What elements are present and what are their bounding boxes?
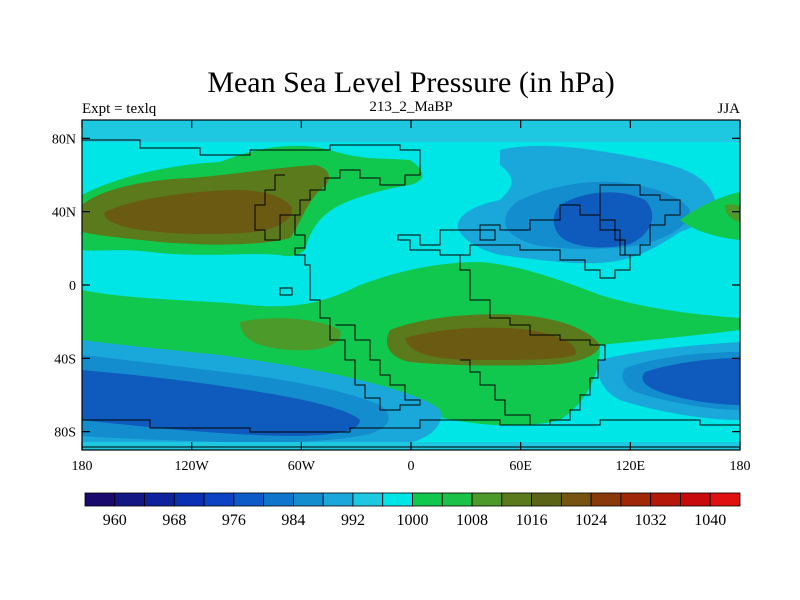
colorbar-swatch: [620, 492, 652, 507]
colorbar-label: 992: [341, 512, 365, 529]
x-tick-label: 60E: [509, 459, 532, 474]
colorbar-label: 976: [222, 512, 246, 529]
colorbar-swatch: [352, 492, 384, 507]
subtitle-left: Expt = texlq: [82, 101, 157, 117]
x-tick-label: 180: [730, 459, 751, 474]
colorbar-label: 1032: [635, 512, 667, 529]
x-tick-label: 180: [72, 459, 93, 474]
colorbar-swatch: [590, 492, 622, 507]
colorbar-swatch: [84, 492, 116, 507]
y-axis: 80N 40N 0 40S 80S: [52, 132, 740, 441]
y-tick-label: 40S: [54, 352, 76, 367]
colorbar-label: 960: [103, 512, 127, 529]
colorbar-swatch: [709, 492, 741, 507]
colorbar-label: 968: [162, 512, 186, 529]
y-tick-label: 80N: [52, 132, 76, 147]
colorbar-label: 1040: [694, 512, 726, 529]
colorbar-swatch: [680, 492, 711, 507]
colorbar-label: 1000: [397, 512, 429, 529]
colorbar-swatch: [173, 492, 205, 507]
subtitle-center: 213_2_MaBP: [369, 99, 452, 115]
colorbar-swatch: [293, 492, 324, 507]
y-tick-label: 80S: [54, 426, 76, 441]
colorbar-label: 1024: [575, 512, 607, 529]
x-tick-label: 0: [408, 459, 415, 474]
colorbar-label: 984: [281, 512, 305, 529]
colorbar: 960 968 976 984 992 1000 1008 1016 1024 1032 1040: [84, 492, 741, 529]
colorbar-swatch: [233, 492, 265, 507]
colorbar-label: 1008: [456, 512, 488, 529]
colorbar-swatch: [382, 492, 413, 507]
region-southern-continent-mid: [240, 318, 341, 351]
y-tick-label: 40N: [52, 206, 76, 221]
pressure-field: [82, 120, 740, 450]
region-pacific-high-east-core: [725, 204, 740, 222]
region-southern-high-core: [405, 327, 576, 360]
figure-title: Mean Sea Level Pressure (in hPa): [207, 66, 614, 99]
subtitle-right: JJA: [717, 101, 740, 117]
colorbar-label: 1016: [516, 512, 548, 529]
colorbar-swatch: [322, 492, 354, 507]
colorbar-swatch: [203, 492, 235, 507]
colorbar-swatch: [412, 492, 443, 507]
colorbar-swatch: [114, 492, 145, 507]
y-tick-label: 0: [69, 279, 76, 294]
x-tick-label: 120E: [616, 459, 646, 474]
colorbar-swatch: [144, 492, 175, 507]
x-tick-label: 60W: [288, 459, 316, 474]
colorbar-swatch: [471, 492, 503, 507]
colorbar-swatch: [531, 492, 562, 507]
colorbar-swatch: [650, 492, 681, 507]
region-pacific-high-east: [680, 192, 740, 240]
colorbar-swatch: [263, 492, 294, 507]
region-southern-low-west-core: [82, 370, 360, 436]
region-southern-low-east-core: [642, 358, 740, 405]
colorbar-swatch: [441, 492, 473, 507]
colorbar-swatch: [501, 492, 532, 507]
x-axis: 180 120W 60W 0 60E 120E 180: [72, 120, 751, 474]
x-tick-label: 120W: [175, 459, 210, 474]
region-high-north-america-core: [104, 189, 292, 235]
colorbar-swatch: [560, 492, 592, 507]
